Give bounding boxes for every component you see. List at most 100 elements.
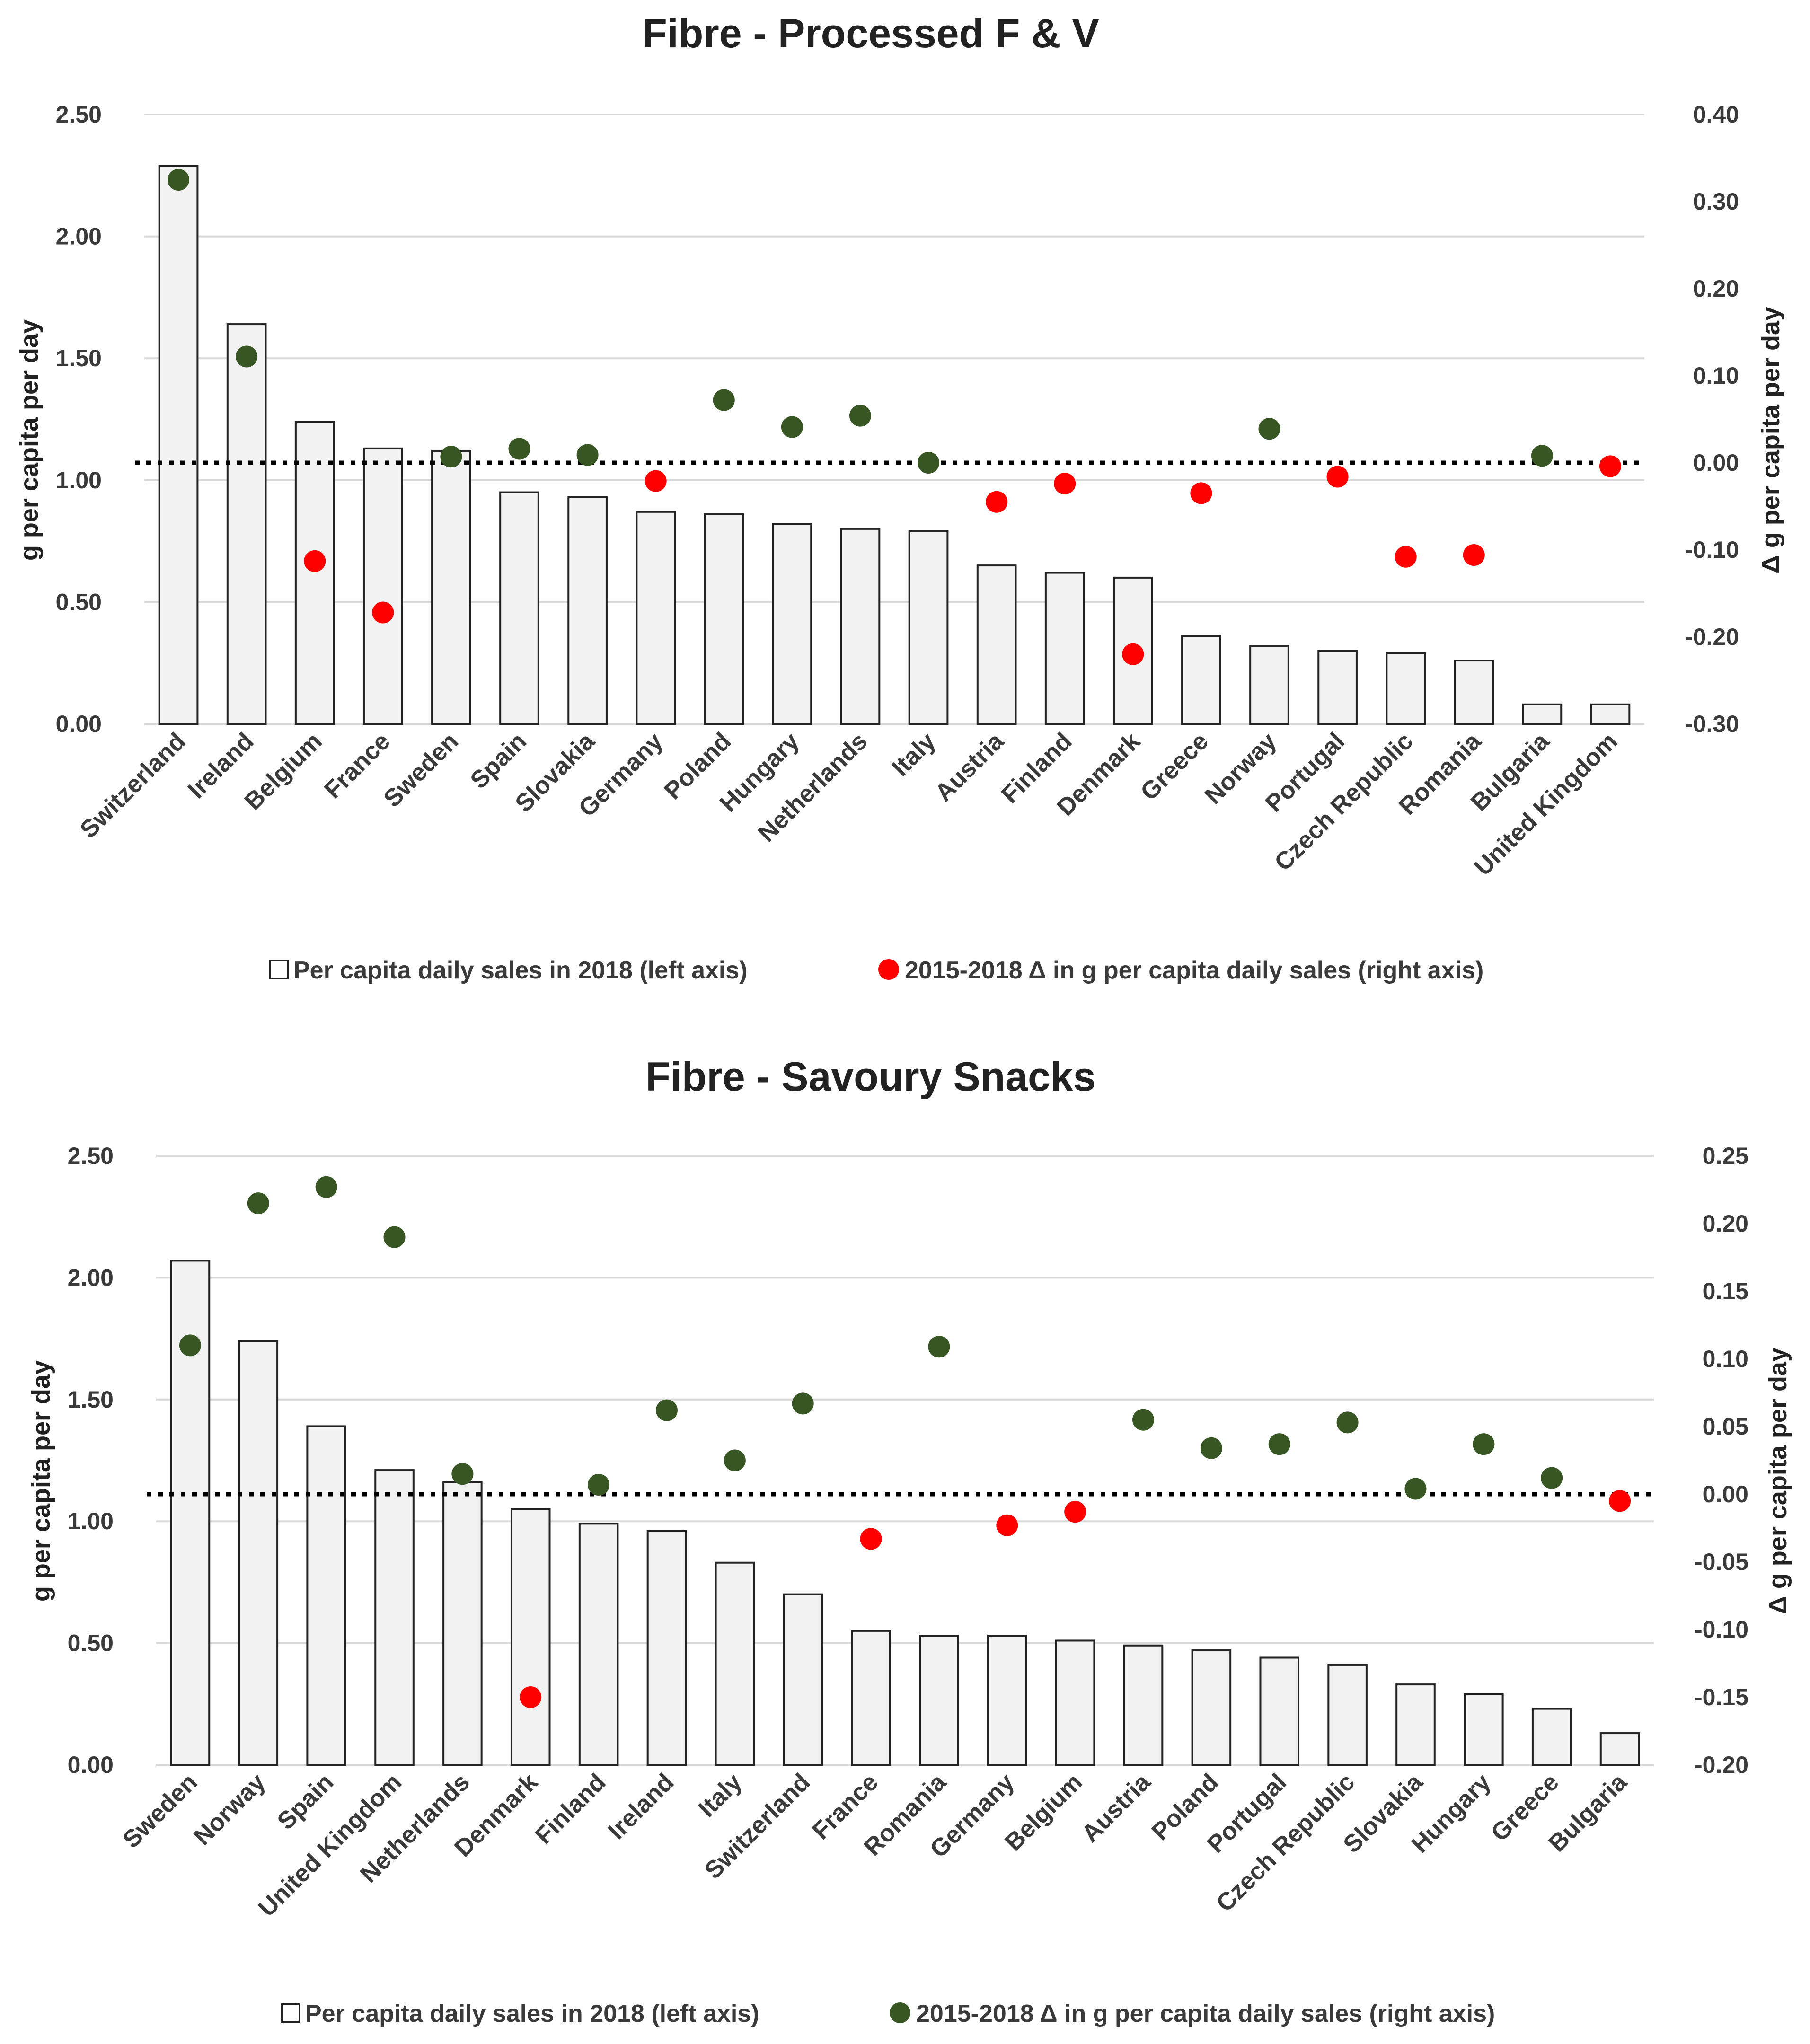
legend-bar-label: Per capita daily sales in 2018 (left axi…: [293, 957, 748, 984]
bar-united-kingdom: [374, 1469, 415, 1766]
legend-bar-swatch: [281, 2003, 300, 2023]
bar-greece: [1181, 635, 1221, 725]
bar-czech-republic: [1327, 1664, 1368, 1766]
chart-savoury-snacks: Fibre - Savoury Snacks 2.50 2.00 1.50 1.00 0…: [27, 1054, 1792, 2027]
bar-finland: [578, 1523, 619, 1766]
bar-austria: [976, 564, 1017, 725]
bar-denmark: [510, 1508, 551, 1766]
dot-slovakia: [1404, 1478, 1427, 1500]
left-axis-tick-label: 2.00: [68, 1264, 114, 1291]
dot-finland: [588, 1473, 610, 1496]
bar-spain: [306, 1425, 346, 1766]
dot-poland: [713, 389, 735, 411]
dot-germany: [996, 1514, 1018, 1536]
category-label: Austria: [930, 727, 1009, 807]
dot-france: [372, 601, 394, 624]
right-axis-tick-label: 0.10: [1703, 1346, 1748, 1372]
bar-denmark: [1112, 576, 1153, 725]
dot-ireland: [655, 1399, 678, 1421]
category-label: Greece: [1135, 727, 1214, 806]
chart-title: Fibre - Processed F & V: [642, 11, 1099, 56]
dot-czech-republic: [1395, 546, 1417, 568]
dot-ireland: [236, 345, 258, 368]
dot-united-kingdom: [383, 1226, 406, 1248]
left-axis-tick-label: 2.50: [68, 1143, 114, 1169]
dot-denmark: [1122, 643, 1144, 665]
left-axis-tick-label: 0.50: [68, 1630, 114, 1656]
dot-austria: [1132, 1409, 1155, 1431]
right-axis-tick-label: 0.20: [1693, 275, 1739, 302]
dot-italy: [918, 452, 940, 474]
category-label: Austria: [1077, 1768, 1156, 1848]
bar-italy: [908, 530, 949, 725]
right-axis-tick-label: -0.20: [1685, 624, 1739, 650]
category-label: Spain: [465, 727, 532, 794]
legend: Per capita daily sales in 2018 (left axi…: [269, 957, 1483, 984]
dot-slovakia: [576, 444, 599, 466]
bar-spain: [499, 491, 539, 725]
category-label: Italy: [887, 727, 941, 782]
dot-sweden: [179, 1334, 201, 1357]
dot-spain: [508, 438, 530, 460]
dot-bulgaria: [1531, 445, 1553, 467]
left-axis-tick-label: 0.50: [56, 589, 102, 615]
category-label: Ireland: [603, 1768, 680, 1845]
bar-hungary: [772, 523, 812, 725]
left-axis-title: g per capita per day: [27, 1360, 55, 1602]
dot-norway: [1258, 418, 1280, 440]
bar-austria: [1123, 1644, 1164, 1766]
dot-united-kingdom: [1599, 455, 1621, 477]
chart-title: Fibre - Savoury Snacks: [645, 1054, 1095, 1100]
right-axis-tick-label: 0.10: [1693, 362, 1739, 389]
right-axis-tick-label: 0.15: [1703, 1278, 1748, 1304]
dot-belgium: [304, 550, 326, 572]
right-axis-tick-label: 0.30: [1693, 188, 1739, 215]
dot-netherlands: [849, 405, 871, 427]
bar-bulgaria: [1522, 703, 1563, 725]
bar-france: [362, 447, 403, 725]
bar-sweden: [431, 449, 471, 725]
bar-switzerland: [158, 165, 199, 725]
bar-italy: [715, 1561, 755, 1766]
legend: Per capita daily sales in 2018 (left axi…: [281, 2000, 1495, 2027]
right-axis-title: Δ g per capita per day: [1764, 1348, 1792, 1614]
bar-slovakia: [567, 496, 608, 725]
category-label: Switzerland: [75, 727, 191, 843]
dot-italy: [724, 1449, 746, 1471]
dot-poland: [1200, 1437, 1222, 1459]
right-axis-tick-label: -0.05: [1695, 1549, 1748, 1575]
dot-switzerland: [168, 169, 190, 191]
dot-austria: [986, 491, 1008, 513]
dot-hungary: [781, 416, 803, 438]
legend-dot-swatch: [878, 959, 899, 980]
legend-dot-swatch: [890, 2002, 910, 2023]
left-axis-tick-label: 2.00: [56, 223, 102, 250]
bar-portugal: [1317, 650, 1358, 725]
dot-portugal: [1326, 466, 1349, 488]
bar-czech-republic: [1386, 652, 1426, 725]
dot-greece: [1190, 482, 1212, 504]
dot-switzerland: [792, 1392, 814, 1415]
bar-hungary: [1464, 1693, 1504, 1766]
right-axis-tick-label: 0.00: [1703, 1481, 1748, 1507]
right-axis-tick-label: 0.40: [1693, 101, 1739, 128]
dot-finland: [1054, 473, 1076, 495]
category-label: Finland: [530, 1768, 611, 1850]
legend-dot-label: 2015-2018 Δ in g per capita daily sales …: [916, 2000, 1495, 2027]
right-axis-tick-label: 0.20: [1703, 1210, 1748, 1237]
bar-greece: [1531, 1708, 1572, 1766]
bar-norway: [1249, 645, 1289, 725]
dot-czech-republic: [1336, 1411, 1359, 1434]
dot-sweden: [440, 446, 462, 468]
bar-switzerland: [783, 1593, 823, 1766]
bar-germany: [636, 511, 676, 725]
dot-hungary: [1473, 1433, 1495, 1455]
right-axis-tick-label: 0.05: [1703, 1413, 1748, 1440]
bar-bulgaria: [1599, 1732, 1640, 1766]
dot-norway: [247, 1192, 269, 1215]
legend-dot-label: 2015-2018 Δ in g per capita daily sales …: [905, 957, 1483, 984]
category-label: Norway: [188, 1768, 271, 1850]
left-axis-tick-label: 1.00: [56, 467, 102, 493]
left-axis-tick-label: 0.00: [68, 1752, 114, 1778]
